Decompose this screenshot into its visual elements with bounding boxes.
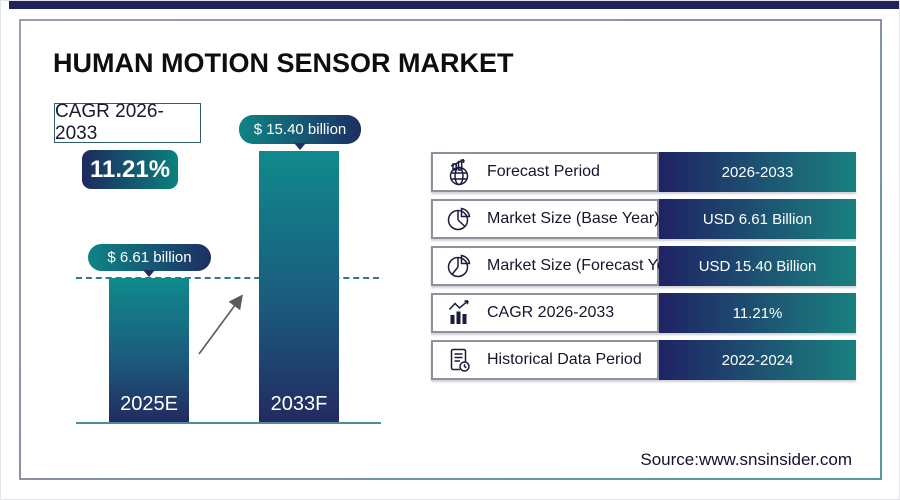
table-row-label-cell: CAGR 2026-2033 [431,293,659,333]
row-label: Market Size (Forecast Year) [487,257,686,274]
table-row: Market Size (Forecast Year) USD 15.40 Bi… [431,246,856,286]
cagr-value: 11.21% [89,155,171,183]
row-label: CAGR 2026-2033 [487,304,615,321]
market-summary-table: Forecast Period 2026-2033 Market Size (B… [431,152,856,387]
growth-arrow-icon [198,294,243,355]
source-text: Source:www.snsinsider.com [640,450,852,469]
row-value: USD 6.61 Billion [659,199,856,239]
value-callout-2033-text: $ 15.40 billion [253,121,347,138]
bar-2033f: 2033F [259,151,339,423]
callout-pointer-icon [143,270,155,277]
row-label: Forecast Period [487,163,600,180]
bar-2033f-label: 2033F [270,393,328,415]
table-row: CAGR 2026-2033 11.21% [431,293,856,333]
value-callout-2025: $ 6.61 billion [88,244,211,271]
table-row: Historical Data Period 2022-2024 [431,340,856,380]
cagr-period-label: CAGR 2026-2033 [55,101,164,144]
value-callout-2033: $ 15.40 billion [239,115,361,144]
row-value: USD 15.40 Billion [659,246,856,286]
globe-growth-icon [443,156,475,188]
reference-dashed-line [76,277,379,279]
table-row-label-cell: Market Size (Base Year) [431,199,660,239]
pie-chart-exploded-icon [443,250,475,282]
cagr-value-badge: 11.21% [82,150,178,189]
table-row-label-cell: Market Size (Forecast Year) [431,246,685,286]
bar-2025e-label: 2025E [120,393,178,415]
row-value: 2026-2033 [659,152,856,192]
bar-2025e: 2025E [109,278,189,423]
row-value: 2022-2024 [659,340,856,380]
row-label: Market Size (Base Year) [487,210,660,227]
callout-pointer-icon [294,143,306,150]
value-callout-2025-text: $ 6.61 billion [107,249,192,266]
table-row: Market Size (Base Year) USD 6.61 Billion [431,199,856,239]
x-axis-line [76,422,381,424]
table-row-label-cell: Forecast Period [431,152,659,192]
pie-chart-icon [443,203,475,235]
row-label: Historical Data Period [487,351,642,368]
bar-chart-growth-icon [443,297,475,329]
table-row: Forecast Period 2026-2033 [431,152,856,192]
cagr-period-box: CAGR 2026-2033 [54,101,201,144]
table-row-label-cell: Historical Data Period [431,340,659,380]
row-value: 11.21% [659,293,856,333]
page-title: HUMAN MOTION SENSOR MARKET [53,48,514,78]
document-clock-icon [443,344,475,376]
top-accent-bar [9,1,899,9]
